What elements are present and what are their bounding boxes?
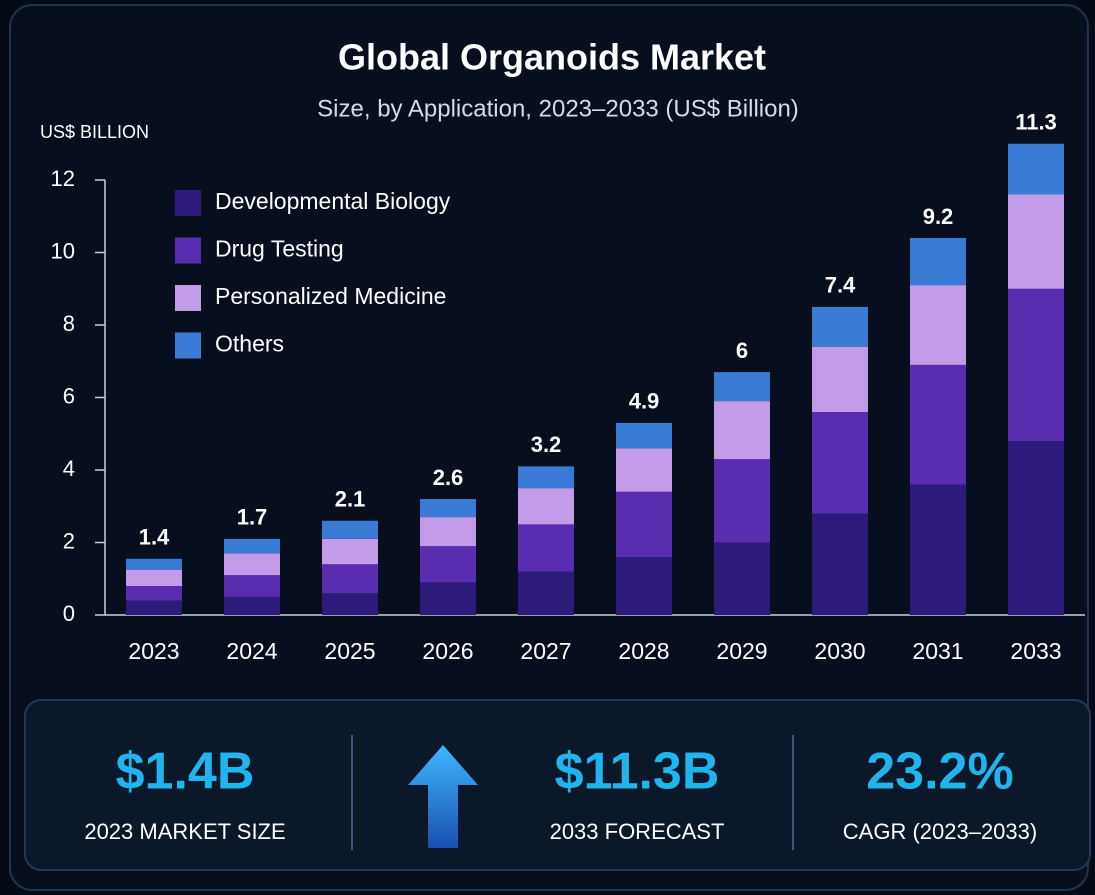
total-label: 1.7: [237, 505, 268, 530]
bar-segment: [910, 484, 966, 615]
legend-label: Developmental Biology: [215, 188, 451, 214]
legend-label: Others: [215, 331, 284, 357]
bar-segment: [714, 401, 770, 460]
bar-segment: [812, 513, 868, 615]
y-tick-label: 12: [51, 166, 75, 191]
y-axis-label: US$ BILLION: [40, 122, 149, 142]
bar-segment: [224, 553, 280, 576]
bar-segment: [616, 448, 672, 492]
kpi-panel: [24, 699, 1091, 871]
bar-segment: [910, 238, 966, 286]
legend-label: Personalized Medicine: [215, 283, 446, 309]
bar-segment: [1008, 194, 1064, 289]
bar-segment: [224, 596, 280, 615]
bar-segment: [420, 517, 476, 547]
bar-segment: [812, 306, 868, 347]
bar-segment: [518, 488, 574, 525]
total-label: 2.6: [433, 465, 464, 490]
x-tick-label: 2033: [1010, 638, 1061, 664]
legend-swatch: [175, 332, 201, 359]
kpi-value: 23.2%: [866, 743, 1013, 801]
bar-segment: [1008, 288, 1064, 441]
bar-segment: [322, 564, 378, 594]
legend-label: Drug Testing: [215, 236, 344, 262]
bar-segment: [126, 600, 182, 615]
x-tick-label: 2025: [324, 638, 375, 664]
total-label: 1.4: [139, 525, 170, 550]
x-tick-label: 2028: [618, 638, 669, 664]
arrow-icon: [408, 745, 478, 848]
y-tick-label: 10: [51, 238, 75, 263]
y-tick-label: 6: [63, 383, 75, 408]
legend-swatch: [175, 237, 201, 264]
total-label: 4.9: [629, 389, 660, 414]
chart-subtitle: Size, by Application, 2023–2033 (US$ Bil…: [317, 95, 799, 122]
bar-segment: [518, 466, 574, 489]
bar-segment: [126, 558, 182, 570]
kpi-value: $11.3B: [555, 743, 720, 801]
y-tick-label: 0: [63, 601, 75, 626]
bar-segment: [812, 346, 868, 412]
bar-segment: [420, 582, 476, 615]
bar-segment: [714, 372, 770, 402]
bar-segment: [518, 571, 574, 615]
bar-segment: [322, 593, 378, 615]
x-tick-label: 2024: [226, 638, 277, 664]
bar-segment: [1008, 143, 1064, 195]
total-label: 6: [736, 338, 748, 363]
y-tick-label: 2: [63, 528, 75, 553]
panel: [9, 4, 1089, 891]
bar-segment: [910, 364, 966, 485]
bar-segment: [910, 285, 966, 365]
bar-segment: [126, 569, 182, 586]
bar-segment: [420, 499, 476, 518]
x-tick-label: 2029: [716, 638, 767, 664]
bar-segment: [616, 422, 672, 449]
x-tick-label: 2023: [128, 638, 179, 664]
total-label: 3.2: [531, 432, 562, 457]
bar-segment: [126, 586, 182, 601]
y-tick-label: 8: [63, 311, 75, 336]
bar-segment: [616, 557, 672, 615]
legend-swatch: [175, 285, 201, 311]
bar-segment: [322, 538, 378, 565]
total-label: 7.4: [825, 273, 856, 298]
bar-segment: [322, 520, 378, 539]
bar-segment: [812, 412, 868, 514]
kpi-label: 2033 FORECAST: [550, 819, 725, 844]
kpi-value: $1.4B: [116, 743, 255, 801]
total-label: 9.2: [923, 204, 954, 229]
bar-segment: [224, 538, 280, 554]
bar-segment: [420, 546, 476, 583]
bar-segment: [224, 575, 280, 597]
kpi-label: 2023 MARKET SIZE: [84, 819, 285, 844]
x-tick-label: 2026: [422, 638, 473, 664]
x-tick-label: 2031: [912, 638, 963, 664]
x-tick-label: 2027: [520, 638, 571, 664]
total-label: 2.1: [335, 487, 366, 512]
bar-segment: [1008, 441, 1064, 615]
legend-swatch: [175, 190, 201, 216]
bar-segment: [616, 491, 672, 557]
total-label: 11.3: [1015, 110, 1057, 135]
bar-segment: [714, 459, 770, 543]
x-tick-label: 2030: [814, 638, 865, 664]
kpi-label: CAGR (2023–2033): [843, 819, 1037, 844]
bar-segment: [714, 542, 770, 615]
chart-title: Global Organoids Market: [338, 37, 766, 78]
y-tick-label: 4: [63, 456, 75, 481]
bar-segment: [518, 524, 574, 572]
